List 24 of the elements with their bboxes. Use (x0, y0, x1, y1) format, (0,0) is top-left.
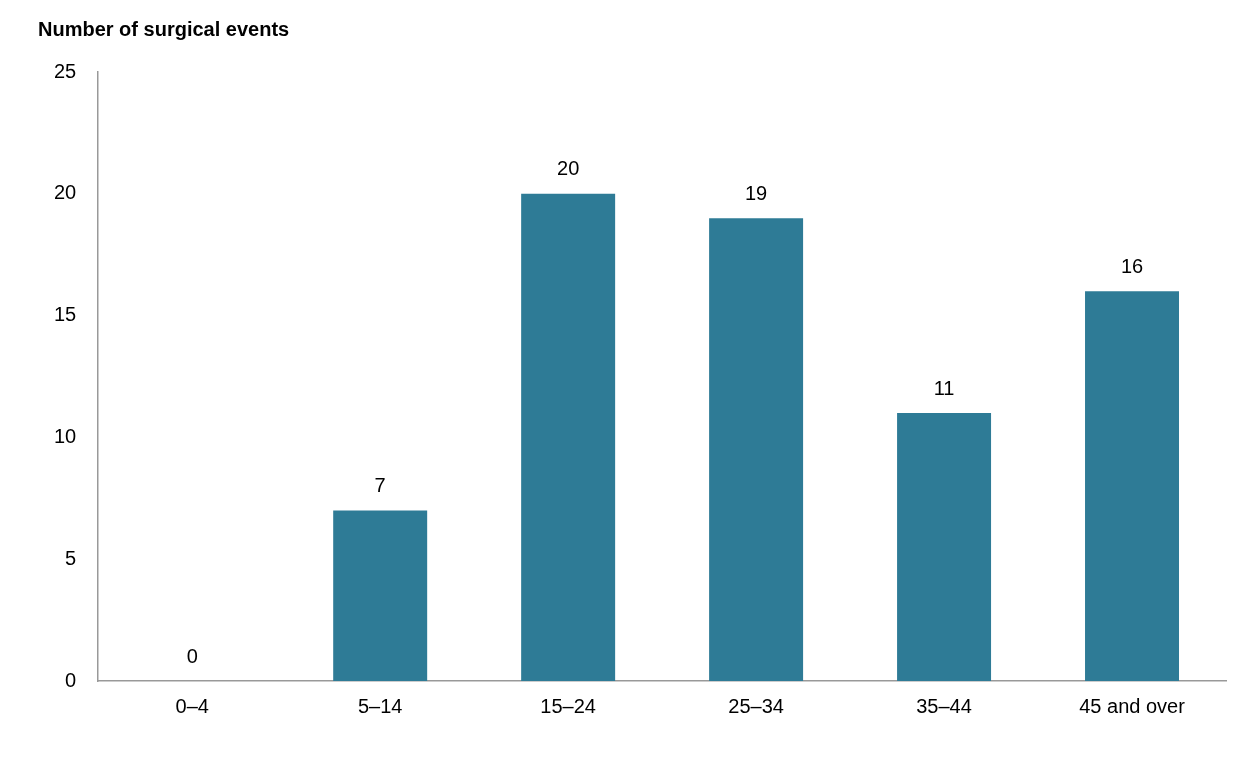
data-label: 20 (557, 157, 580, 180)
y-tick-label: 0 (65, 668, 77, 691)
x-tick-label: 0–4 (175, 694, 209, 717)
data-label: 7 (374, 474, 386, 496)
bar (709, 218, 804, 681)
bar (1085, 291, 1180, 681)
y-tick-label: 20 (54, 181, 77, 204)
x-tick-label: 25–34 (728, 694, 784, 717)
data-label: 19 (744, 181, 768, 204)
x-tick-label: 45 and over (1079, 694, 1186, 717)
y-axis-title: Number of surgical events (38, 18, 290, 41)
data-label: 11 (933, 376, 955, 399)
y-tick-label: 5 (65, 546, 77, 569)
bar (333, 510, 428, 681)
data-label: 16 (1120, 254, 1144, 277)
y-tick-label: 15 (54, 303, 77, 326)
x-tick-label: 5–14 (357, 694, 403, 717)
x-tick-label: 35–44 (916, 694, 972, 717)
y-tick-label: 25 (54, 59, 77, 82)
x-tick-label: 15–24 (540, 694, 596, 717)
y-tick-label: 10 (54, 424, 77, 447)
bar (897, 413, 992, 681)
data-label: 0 (186, 644, 198, 667)
bar (521, 193, 616, 681)
